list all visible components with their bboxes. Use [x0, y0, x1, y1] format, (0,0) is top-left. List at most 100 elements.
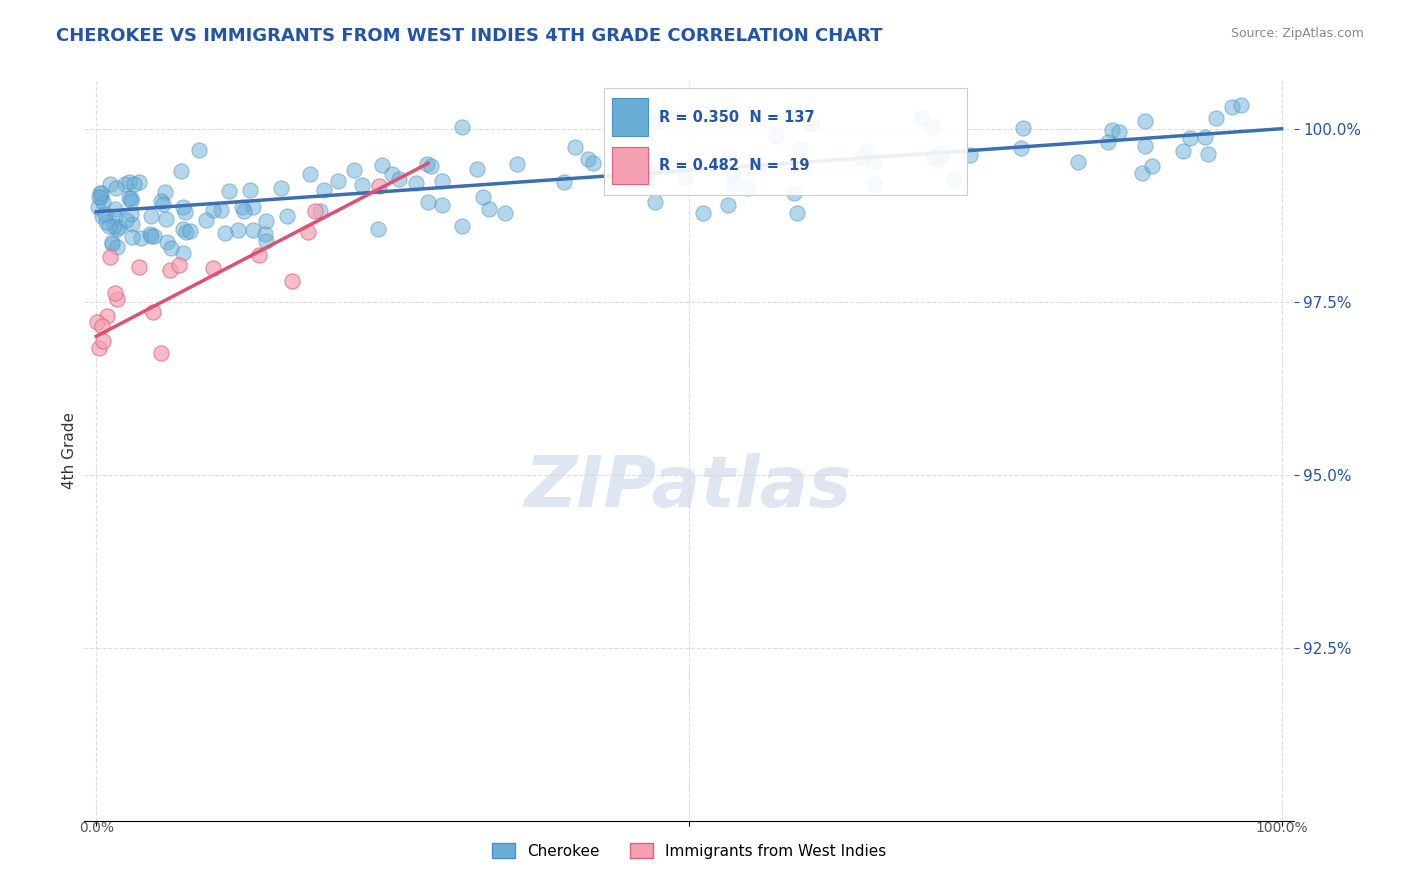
Point: [156, 235, 179, 249]
Point: [352, 178, 374, 192]
Point: [139, 227, 162, 241]
Point: [90, 209, 112, 223]
Point: [1197, 146, 1219, 161]
Point: [172, 200, 194, 214]
Point: [1194, 130, 1216, 145]
Point: [387, 171, 409, 186]
Point: [201, 203, 224, 218]
Point: [863, 155, 886, 169]
Point: [783, 186, 806, 200]
Point: [172, 221, 194, 235]
Point: [155, 211, 177, 226]
Point: [430, 198, 453, 212]
Point: [118, 175, 141, 189]
Point: [214, 226, 236, 240]
Point: [91, 334, 114, 348]
Point: [553, 175, 575, 189]
Point: [94, 207, 117, 221]
Point: [959, 148, 981, 162]
Point: [202, 260, 225, 275]
Point: [105, 240, 128, 254]
Point: [721, 177, 744, 191]
Text: Source: ZipAtlas.com: Source: ZipAtlas.com: [1230, 27, 1364, 40]
Point: [96, 309, 118, 323]
Point: [326, 174, 349, 188]
Point: [114, 177, 136, 191]
Point: [931, 146, 953, 161]
Point: [128, 260, 150, 275]
Point: [1130, 166, 1153, 180]
Point: [737, 180, 759, 194]
Legend: Cherokee, Immigrants from West Indies: Cherokee, Immigrants from West Indies: [485, 837, 893, 865]
Point: [141, 229, 163, 244]
Point: [1067, 155, 1090, 169]
Point: [167, 258, 190, 272]
Point: [309, 204, 332, 219]
Point: [174, 225, 197, 239]
Point: [1180, 130, 1202, 145]
Point: [281, 274, 304, 288]
Point: [928, 153, 950, 167]
Point: [254, 213, 277, 227]
Point: [87, 342, 110, 356]
Point: [298, 167, 321, 181]
Point: [97, 219, 120, 234]
Point: [1108, 125, 1130, 139]
Point: [170, 164, 193, 178]
Point: [1205, 112, 1227, 126]
Point: [172, 246, 194, 260]
Point: [692, 205, 714, 219]
Point: [90, 190, 112, 204]
Point: [367, 221, 389, 235]
Point: [242, 223, 264, 237]
Point: [637, 164, 659, 178]
Point: [582, 155, 605, 169]
Point: [644, 194, 666, 209]
Point: [1230, 98, 1253, 112]
Point: [90, 186, 112, 200]
Point: [578, 152, 600, 166]
Point: [564, 140, 586, 154]
Point: [789, 142, 811, 156]
Point: [100, 177, 122, 191]
Point: [104, 181, 127, 195]
Point: [218, 184, 240, 198]
Point: [142, 305, 165, 319]
Point: [471, 190, 494, 204]
Point: [128, 175, 150, 189]
Point: [416, 157, 439, 171]
Point: [152, 196, 174, 211]
Point: [304, 203, 326, 218]
Point: [87, 190, 110, 204]
Point: [1101, 123, 1123, 137]
Point: [159, 263, 181, 277]
Point: [910, 111, 932, 125]
Point: [254, 227, 277, 242]
Point: [430, 174, 453, 188]
Point: [226, 223, 249, 237]
Point: [141, 209, 163, 223]
Point: [851, 151, 873, 165]
Point: [149, 346, 172, 360]
Point: [232, 204, 254, 219]
Point: [418, 194, 440, 209]
Point: [721, 166, 744, 180]
Y-axis label: 4th Grade: 4th Grade: [62, 412, 77, 489]
Point: [143, 229, 166, 244]
Point: [129, 231, 152, 245]
Point: [276, 209, 298, 223]
Point: [673, 170, 696, 185]
Point: [120, 194, 142, 209]
Point: [799, 117, 821, 131]
Point: [1135, 114, 1157, 128]
Point: [101, 236, 124, 251]
Point: [451, 219, 474, 234]
Point: [420, 159, 443, 173]
Point: [765, 129, 787, 144]
Point: [614, 153, 637, 168]
Point: [122, 177, 145, 191]
Point: [381, 167, 404, 181]
Point: [786, 206, 808, 220]
Point: [717, 198, 740, 212]
Point: [636, 171, 658, 186]
